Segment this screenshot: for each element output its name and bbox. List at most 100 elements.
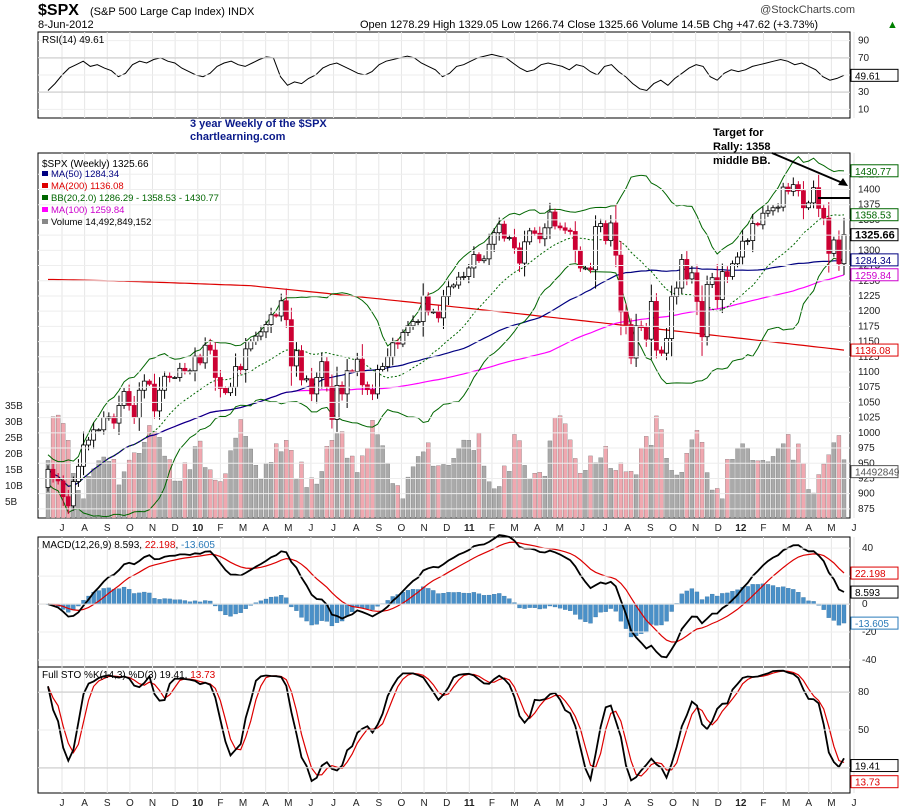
volume-bar <box>831 442 837 519</box>
volume-bar <box>476 432 482 519</box>
macd-histogram-bar <box>507 598 512 605</box>
macd-histogram-bar <box>203 600 208 605</box>
volume-bar <box>542 475 548 519</box>
volume-bar <box>547 440 553 519</box>
candle-body <box>745 240 751 243</box>
volume-bar <box>268 462 274 519</box>
macd-histogram-bar <box>284 597 289 605</box>
x-tick-label: A <box>81 523 88 534</box>
sto-d-last-text: 13.73 <box>855 778 880 789</box>
volume-bar <box>765 461 771 519</box>
candle-body <box>278 300 284 317</box>
macd-histogram-bar <box>532 603 537 608</box>
macd-histogram-bar <box>157 599 162 605</box>
macd-histogram-bar <box>679 593 684 605</box>
candle-body <box>294 350 299 367</box>
x-tick-label: J <box>603 523 608 534</box>
bb-middle-last-text: 1358.53 <box>855 211 892 222</box>
volume-bar <box>375 434 380 519</box>
volume-tick-label: 25B <box>5 433 23 444</box>
volume-bar <box>55 414 61 519</box>
candle-body <box>390 342 396 358</box>
volume-bar <box>537 472 542 519</box>
candle-body <box>304 378 309 381</box>
candle-body <box>532 230 538 234</box>
macd-histogram-bar <box>111 589 117 605</box>
macd-histogram-bar <box>684 590 689 605</box>
macd-histogram-bar <box>573 603 578 615</box>
bb-upper-last: 1430.77 <box>850 164 899 178</box>
macd-histogram-bar <box>841 603 847 624</box>
macd-histogram-bar <box>689 588 695 605</box>
x-tick-label: O <box>398 523 406 534</box>
candle-body <box>207 344 213 351</box>
candle-body <box>309 378 315 395</box>
candle-body <box>496 223 502 234</box>
y-tick-label: 1125 <box>858 352 880 363</box>
candle-body <box>760 212 766 226</box>
macd-histogram-bar <box>152 598 157 605</box>
volume-bar <box>699 442 705 519</box>
volume-bar <box>791 459 796 519</box>
candle-body <box>283 300 289 321</box>
candle-body <box>238 366 244 370</box>
ma50-swatch <box>42 171 48 176</box>
macd-histogram-bar <box>836 603 842 626</box>
candle-body <box>86 439 91 446</box>
x-tick-label: N <box>692 798 699 809</box>
candle-body <box>167 375 173 378</box>
volume-bar <box>116 484 122 519</box>
volume-bar <box>243 436 248 519</box>
candle-body <box>588 267 593 271</box>
candle-body <box>664 338 669 354</box>
volume-bar <box>132 452 137 519</box>
macd-histogram-bar <box>299 603 304 618</box>
macd-histogram-bar <box>142 591 147 605</box>
macd-histogram-bar <box>314 603 319 625</box>
candle-body <box>319 361 325 378</box>
macd-histogram-bar <box>441 593 446 605</box>
macd-histogram-bar <box>451 592 456 605</box>
candle-body <box>126 391 132 406</box>
macd-histogram-bar <box>162 598 167 605</box>
macd-histogram-bar <box>274 596 279 605</box>
candle-body <box>202 344 208 364</box>
volume-bar <box>258 478 264 519</box>
macd-histogram-bar <box>486 594 492 605</box>
x-tick-label: 11 <box>464 523 475 534</box>
volume-bar <box>421 451 426 519</box>
macd-histogram-bar <box>360 603 365 609</box>
candle-body <box>557 225 563 229</box>
candle-body <box>258 331 264 337</box>
macd-histogram-bar <box>755 584 760 605</box>
macd-histogram-bar <box>172 599 177 605</box>
volume-bar <box>76 490 81 519</box>
volume-bar <box>649 445 654 519</box>
macd-histogram-bar <box>446 592 451 605</box>
candle-body <box>339 384 345 395</box>
candle-body <box>157 389 162 412</box>
ma200-last-value: 1136.08 <box>850 343 899 357</box>
ma50-last-value: 1284.34 <box>850 253 899 267</box>
macd-histogram-bar <box>405 590 411 605</box>
candle-body <box>217 377 223 389</box>
volume-bar <box>213 479 218 519</box>
volume-bar <box>517 440 522 519</box>
candle-body <box>476 254 482 262</box>
candle-body <box>344 370 350 395</box>
chart-date: 8-Jun-2012 <box>38 19 94 31</box>
y-tick-label: 50 <box>858 725 870 736</box>
x-tick-label: O <box>126 523 134 534</box>
macd-histogram-bar <box>578 603 583 620</box>
macd-histogram-bar <box>106 587 111 605</box>
volume-bar <box>679 472 684 519</box>
macd-histogram-bar <box>557 603 563 609</box>
volume-bar <box>466 440 471 519</box>
candle-body <box>466 267 472 277</box>
volume-bar <box>659 429 664 519</box>
volume-bar <box>502 465 507 519</box>
macd-histogram-bar <box>831 603 837 621</box>
x-tick-label: F <box>760 798 766 809</box>
volume-bar <box>228 450 233 519</box>
volume-bar <box>121 471 127 519</box>
